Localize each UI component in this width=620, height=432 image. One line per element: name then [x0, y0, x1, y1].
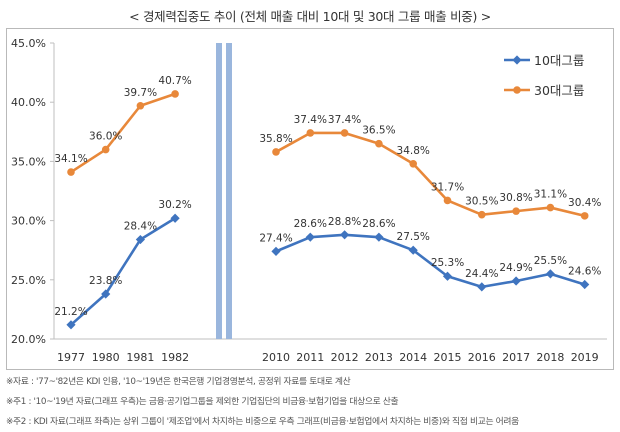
data-point-30 [375, 139, 383, 148]
series-line-10-left [70, 217, 176, 326]
data-label-10: 24.9% [499, 262, 532, 274]
data-label-10: 28.6% [294, 218, 327, 230]
separator-bar-left [216, 43, 222, 339]
data-label-10: 24.6% [568, 266, 601, 278]
y-tick-label: 40.0% [11, 96, 46, 109]
y-tick-label: 45.0% [11, 37, 46, 50]
x-tick-label: 2017 [502, 351, 530, 364]
data-point-30 [512, 207, 520, 215]
x-tick-label: 2015 [434, 351, 462, 364]
data-point-10 [477, 282, 487, 292]
data-label-30: 34.8% [397, 145, 430, 157]
data-label-10: 27.5% [397, 231, 430, 243]
footnote-source: ※자료 : '77~'82년은 KDI 인용, '10~'19년은 한국은행 기… [6, 377, 351, 387]
data-label-30: 34.1% [54, 153, 87, 165]
y-tick-label: 20.0% [11, 333, 46, 346]
data-point-10 [511, 276, 521, 286]
separator-bar-right [226, 43, 232, 339]
series-line-30-left [70, 92, 176, 174]
data-label-10: 25.3% [431, 257, 464, 269]
data-point-30 [272, 148, 280, 156]
x-tick-label: 1982 [161, 351, 189, 364]
data-point-30 [409, 159, 418, 168]
data-point-10 [135, 234, 145, 245]
data-point-30 [580, 212, 589, 220]
data-label-10: 30.2% [158, 199, 191, 211]
data-point-10 [271, 246, 281, 256]
data-label-10: 28.4% [124, 221, 157, 233]
data-point-10 [545, 269, 555, 279]
x-tick-label: 2014 [399, 351, 427, 364]
data-label-30: 31.1% [534, 189, 567, 201]
data-point-30 [171, 90, 179, 98]
data-label-30: 35.8% [259, 133, 292, 145]
x-tick-label: 1981 [126, 351, 154, 364]
data-label-10: 28.8% [328, 216, 361, 228]
data-point-10 [170, 213, 180, 223]
footnotes: ※자료 : '77~'82년은 KDI 인용, '10~'19년은 한국은행 기… [6, 372, 616, 432]
data-label-30: 37.4% [294, 114, 327, 126]
data-label-10: 23.8% [89, 275, 122, 287]
data-point-10 [580, 279, 590, 290]
data-point-30 [136, 101, 145, 110]
data-label-10: 27.4% [259, 232, 292, 244]
line-chart: 45.0% 40.0% 35.0% 30.0% 25.0% 20.0% 1977 1980 19… [11, 37, 607, 364]
data-label-30: 36.0% [89, 131, 122, 143]
data-label-30: 37.4% [328, 114, 361, 126]
data-point-30 [340, 129, 349, 137]
data-label-10: 28.6% [362, 218, 395, 230]
data-point-10 [340, 230, 350, 240]
x-tick-label: 2013 [365, 351, 393, 364]
y-tick-label: 25.0% [11, 274, 46, 287]
x-tick-label: 2018 [536, 351, 564, 364]
data-point-30 [306, 129, 315, 137]
data-point-30 [443, 196, 452, 205]
data-label-10: 21.2% [54, 306, 87, 318]
data-label-10: 24.4% [465, 268, 498, 280]
data-label-30: 30.4% [568, 197, 601, 209]
chart-frame: 45.0% 40.0% 35.0% 30.0% 25.0% 20.0% 1977 1980 19… [6, 28, 614, 370]
data-label-30: 40.7% [158, 75, 191, 87]
data-point-30 [546, 203, 555, 212]
y-tick-label: 30.0% [11, 215, 46, 228]
legend-marker-circle [513, 86, 521, 94]
data-point-10 [101, 289, 111, 299]
data-label-10: 25.5% [534, 255, 567, 267]
data-label-30: 39.7% [124, 87, 157, 99]
data-point-30 [67, 168, 75, 176]
y-tick-label: 35.0% [11, 155, 46, 168]
footnote-2: ※주2 : KDI 자료(그래프 좌측)는 상위 그룹이 '제조업'에서 차지하… [6, 417, 519, 427]
data-point-30 [478, 210, 486, 219]
data-label-30: 30.8% [499, 192, 532, 204]
data-label-30: 31.7% [431, 181, 464, 193]
legend-label-10: 10대그룹 [534, 53, 584, 68]
x-tick-label: 2010 [262, 351, 290, 364]
data-point-10 [374, 232, 384, 242]
chart-title: < 경제력집중도 추이 (전체 매출 대비 10대 및 30대 그룹 매출 비중… [129, 9, 491, 24]
legend-marker-diamond [512, 55, 522, 65]
data-point-10 [408, 245, 418, 255]
legend-label-30: 30대그룹 [534, 83, 584, 98]
x-tick-label: 2011 [296, 351, 324, 364]
data-label-30: 36.5% [362, 125, 395, 137]
x-tick-label: 1980 [92, 351, 120, 364]
data-point-10 [305, 232, 315, 242]
x-tick-label: 2016 [468, 351, 496, 364]
data-point-30 [101, 145, 110, 154]
x-tick-label: 1977 [57, 351, 85, 364]
x-tick-label: 2012 [331, 351, 359, 364]
footnote-1: ※주1 : '10~'19년 자료(그래프 우측)는 금융·공기업그룹을 제외한… [6, 397, 399, 407]
data-point-10 [66, 320, 76, 330]
x-tick-label: 2019 [571, 351, 599, 364]
data-label-30: 30.5% [465, 196, 498, 208]
series-line-30-right [275, 131, 586, 218]
series-line-10-right [275, 233, 586, 289]
